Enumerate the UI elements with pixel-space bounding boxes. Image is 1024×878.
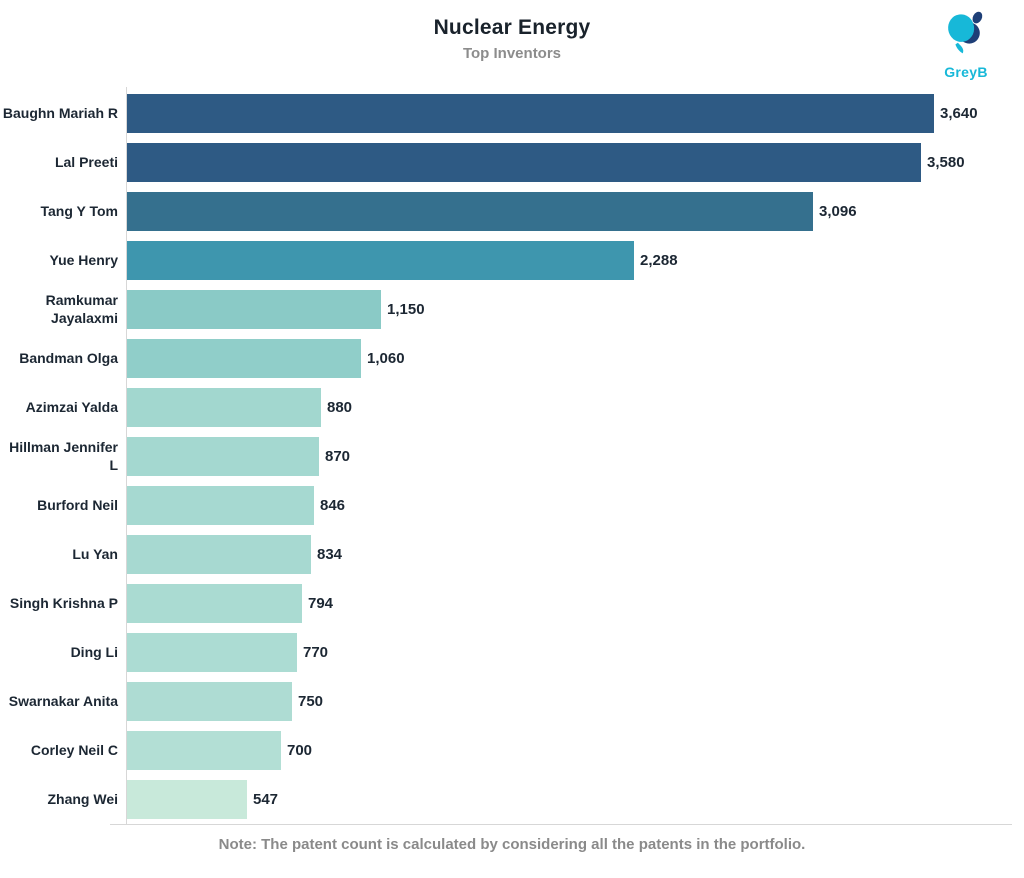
category-label: Lu Yan [72, 545, 118, 562]
category-label: Swarnakar Anita [8, 692, 118, 709]
bar [126, 731, 281, 770]
greyb-bird-icon [940, 8, 992, 63]
bar-plot-area: 3,580 [126, 143, 1024, 182]
page-title: Nuclear Energy [433, 16, 591, 39]
value-label: 750 [298, 693, 324, 710]
value-label: 870 [325, 448, 351, 465]
bar-plot-area: 770 [126, 633, 1024, 672]
bar-chart: Baughn Mariah R 3,640 Lal Preeti 3,580 Tang … [0, 87, 1024, 825]
bar-plot-area: 870 [126, 437, 1024, 476]
value-label: 880 [327, 399, 353, 416]
bar-row: Burford Neil 846 [0, 481, 1024, 530]
bar-row: Yue Henry 2,288 [0, 236, 1024, 285]
value-label: 1,060 [367, 350, 405, 367]
titles: Nuclear Energy Top Inventors [0, 16, 1024, 62]
value-label: 794 [308, 595, 334, 612]
bar-plot-area: 2,288 [126, 241, 1024, 280]
bar [126, 437, 319, 476]
bar-plot-area: 846 [126, 486, 1024, 525]
bar-row: Ding Li 770 [0, 628, 1024, 677]
bar [126, 94, 934, 133]
bar-row: Singh Krishna P 794 [0, 579, 1024, 628]
bar-row: Bandman Olga 1,060 [0, 334, 1024, 383]
bar [126, 192, 813, 231]
bar-row: Lal Preeti 3,580 [0, 138, 1024, 187]
bar [126, 388, 321, 427]
bar-row: Lu Yan 834 [0, 530, 1024, 579]
greyb-logo-text: GreyB [944, 64, 988, 80]
value-label: 3,096 [819, 203, 857, 220]
value-label: 770 [303, 644, 329, 661]
bar-rows: Baughn Mariah R 3,640 Lal Preeti 3,580 Tang … [0, 89, 1024, 824]
bar [126, 633, 297, 672]
value-label: 547 [253, 791, 279, 808]
category-label: Azimzai Yalda [25, 398, 118, 415]
x-axis-line [110, 824, 1012, 825]
y-axis-line [126, 87, 127, 824]
value-label: 846 [320, 497, 346, 514]
value-label: 2,288 [640, 252, 678, 269]
category-label: Lal Preeti [54, 153, 118, 170]
value-label: 834 [317, 546, 343, 563]
bar-plot-area: 3,096 [126, 192, 1024, 231]
category-label: Yue Henry [49, 251, 118, 268]
value-label: 700 [287, 742, 313, 759]
bar [126, 143, 921, 182]
bar-plot-area: 1,060 [126, 339, 1024, 378]
footer: Note: The patent count is calculated by … [0, 836, 1024, 853]
category-label: Burford Neil [37, 496, 118, 513]
bar [126, 290, 381, 329]
bar [126, 780, 247, 819]
bar-plot-area: 547 [126, 780, 1024, 819]
bar-plot-area: 700 [126, 731, 1024, 770]
category-label: Bandman Olga [19, 349, 118, 366]
category-label: Hillman Jennifer L [9, 438, 118, 473]
bar [126, 486, 314, 525]
bar-row: Corley Neil C 700 [0, 726, 1024, 775]
category-label: Ding Li [70, 643, 118, 660]
header: Nuclear Energy Top Inventors GreyB [0, 0, 1024, 88]
bar-plot-area: 3,640 [126, 94, 1024, 133]
category-label: Tang Y Tom [40, 202, 118, 219]
bar-plot-area: 750 [126, 682, 1024, 721]
category-label: Baughn Mariah R [2, 104, 118, 121]
category-label: Singh Krishna P [9, 594, 118, 611]
bar-row: Baughn Mariah R 3,640 [0, 89, 1024, 138]
category-label: Ramkumar Jayalaxmi [45, 291, 118, 326]
bar [126, 339, 361, 378]
bar [126, 535, 311, 574]
greyb-logo[interactable]: GreyB [930, 8, 1002, 80]
value-label: 3,580 [927, 154, 965, 171]
bar-plot-area: 880 [126, 388, 1024, 427]
chart-note: Note: The patent count is calculated by … [218, 836, 806, 853]
bar-plot-area: 1,150 [126, 290, 1024, 329]
bar-row: Hillman Jennifer L 870 [0, 432, 1024, 481]
bar-row: Zhang Wei 547 [0, 775, 1024, 824]
bar-row: Tang Y Tom 3,096 [0, 187, 1024, 236]
bar-row: Azimzai Yalda 880 [0, 383, 1024, 432]
bar [126, 682, 292, 721]
value-label: 3,640 [940, 105, 978, 122]
bar [126, 584, 302, 623]
page-subtitle: Top Inventors [462, 45, 562, 62]
category-label: Corley Neil C [30, 741, 118, 758]
bar-plot-area: 834 [126, 535, 1024, 574]
bar-plot-area: 794 [126, 584, 1024, 623]
bar-row: Swarnakar Anita 750 [0, 677, 1024, 726]
value-label: 1,150 [387, 301, 425, 318]
category-label: Zhang Wei [47, 790, 118, 807]
bar-row: Ramkumar Jayalaxmi 1,150 [0, 285, 1024, 334]
bar [126, 241, 634, 280]
